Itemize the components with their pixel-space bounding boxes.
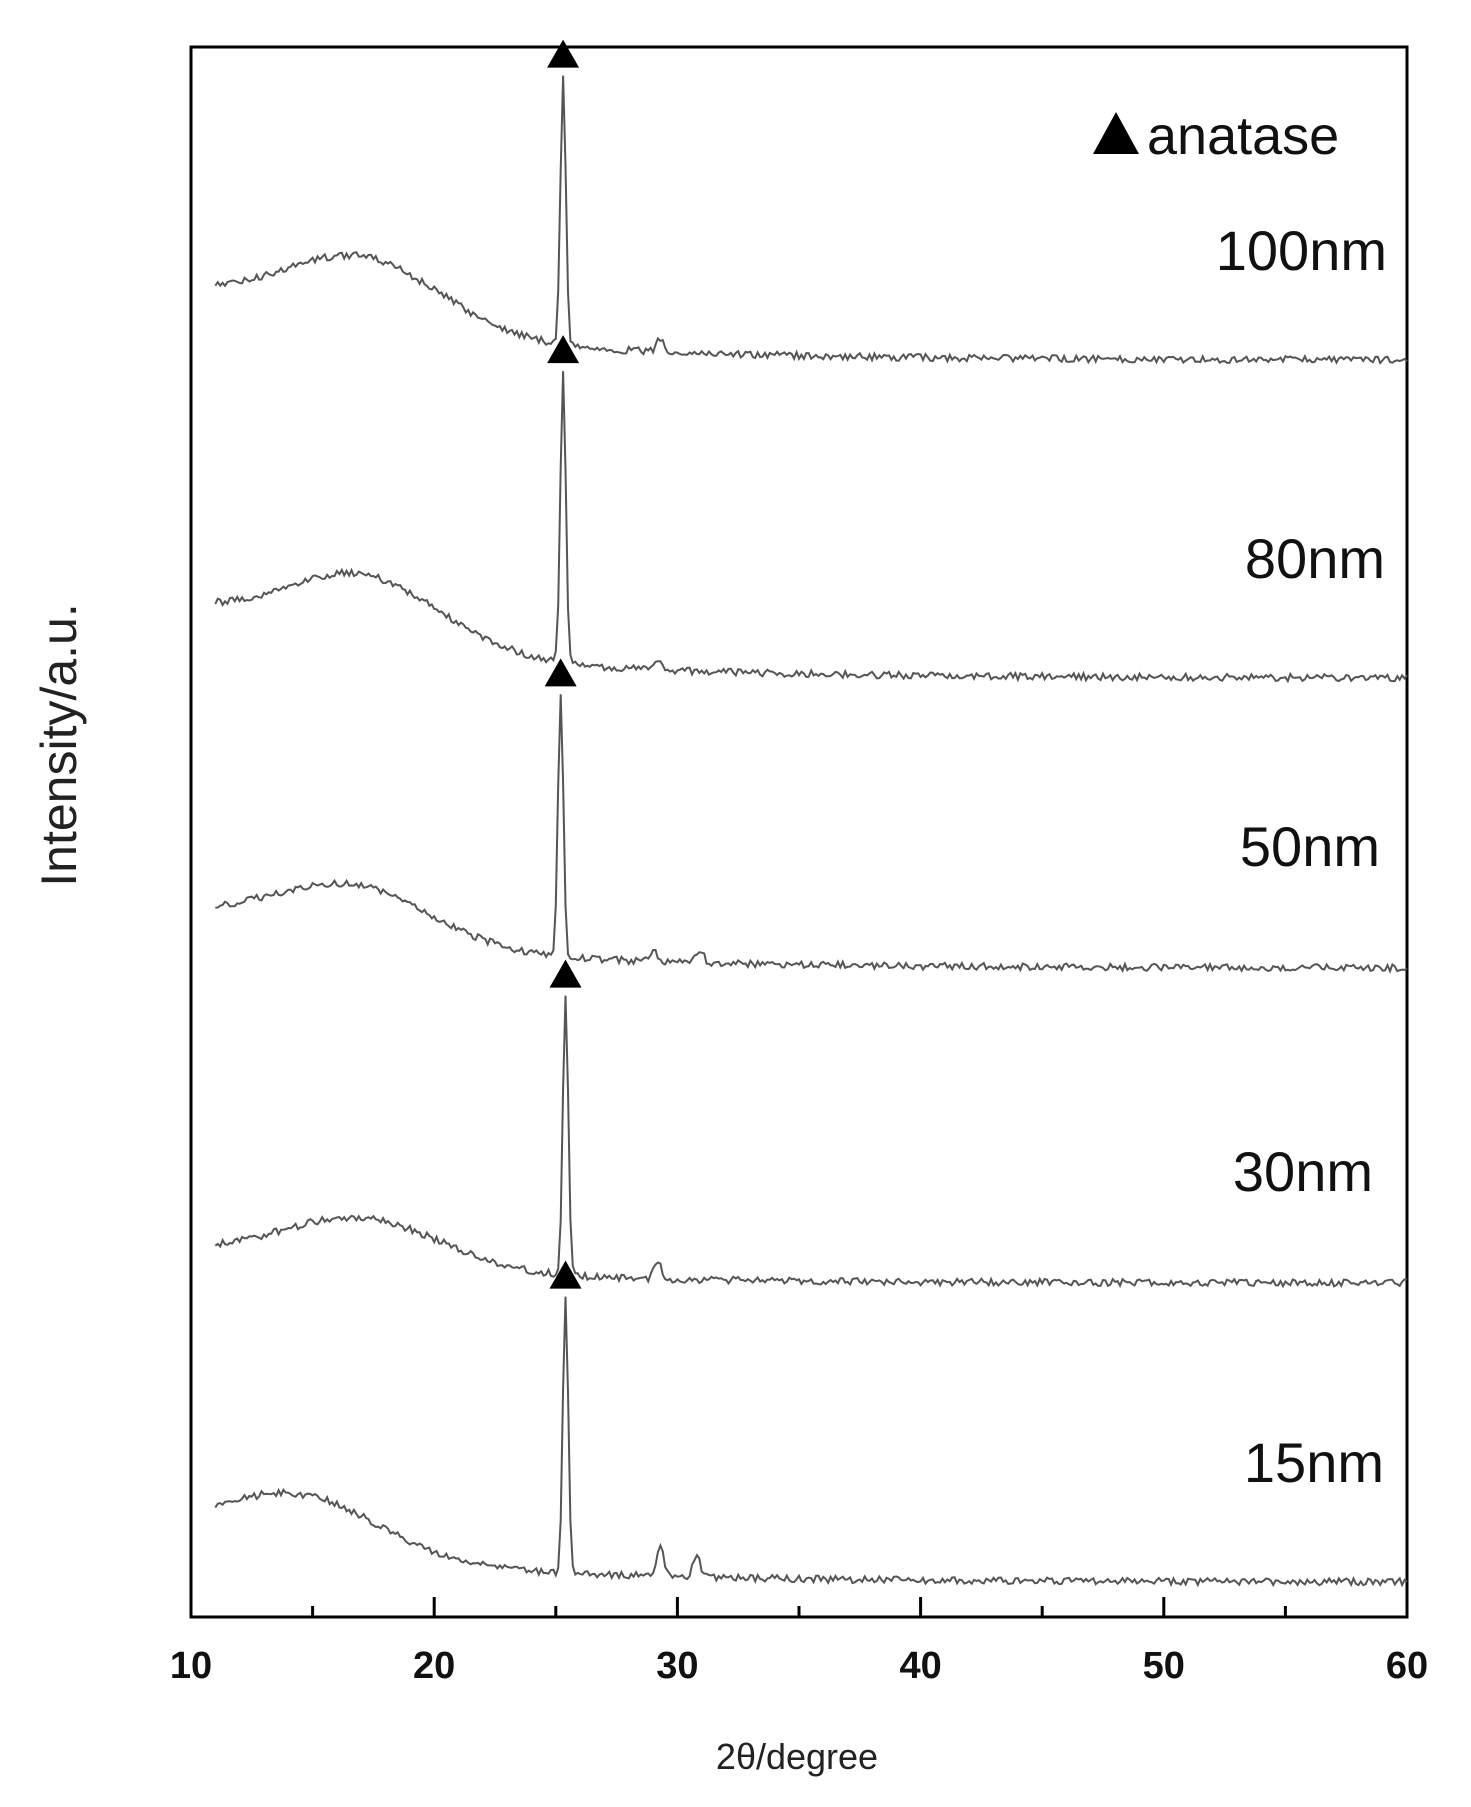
x-axis-title: 2θ/degree (716, 1736, 878, 1777)
series-lines (214, 75, 1408, 1588)
x-tick-label: 50 (1143, 1645, 1185, 1687)
plot-frame (189, 45, 1409, 1619)
series-line-15nm (214, 1296, 1408, 1588)
series-label-100nm: 100nm (1216, 219, 1387, 282)
series-line-50nm (215, 694, 1408, 974)
legend: anatase (1093, 106, 1339, 166)
series-line-30nm (214, 995, 1407, 1289)
anatase-marker-triangle (547, 39, 580, 68)
series-label-30nm: 30nm (1233, 1140, 1373, 1203)
x-tick-label: 60 (1386, 1645, 1428, 1687)
y-axis-title: Intensity/a.u. (31, 603, 87, 887)
anatase-marker-triangle (544, 658, 577, 687)
x-tick-label: 20 (413, 1645, 455, 1687)
legend-label: anatase (1147, 106, 1339, 166)
series-label-80nm: 80nm (1245, 527, 1385, 590)
anatase-markers (544, 39, 582, 1289)
anatase-marker-triangle (549, 959, 582, 988)
x-tick-label: 40 (899, 1645, 941, 1687)
series-label-15nm: 15nm (1244, 1431, 1384, 1494)
anatase-marker-triangle (549, 1260, 582, 1289)
anatase-marker-triangle (547, 335, 580, 364)
series-line-100nm (214, 75, 1408, 365)
x-axis-tick-labels: 10 20 30 40 50 60 (170, 1645, 1428, 1687)
x-tick-label: 30 (656, 1645, 698, 1687)
series-label-50nm: 50nm (1240, 815, 1380, 878)
series-line-80nm (214, 371, 1408, 684)
x-tick-label: 10 (170, 1645, 212, 1687)
x-axis-ticks (189, 1597, 1409, 1617)
legend-triangle-icon-full (1093, 112, 1139, 154)
series-labels: 100nm 80nm 50nm 30nm 15nm (1216, 219, 1387, 1494)
